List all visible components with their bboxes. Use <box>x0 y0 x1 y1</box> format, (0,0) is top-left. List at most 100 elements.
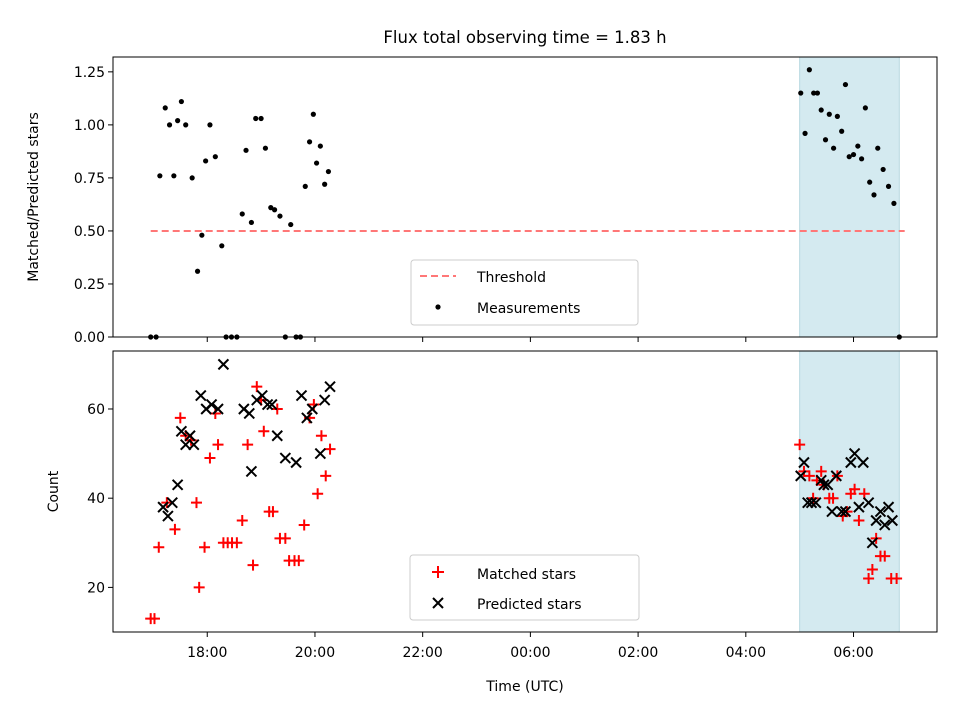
x-tick-label: 06:00 <box>833 645 873 661</box>
predicted-star-point <box>866 537 879 549</box>
legend-matched-swatch <box>432 566 444 578</box>
ratio-legend: Threshold Measurements <box>410 259 639 326</box>
matched-star-point <box>169 523 181 535</box>
matched-star-point <box>315 430 327 442</box>
ratio-panel-highlight <box>799 56 900 338</box>
measurement-point <box>212 154 218 160</box>
matched-star-point <box>803 470 815 482</box>
x-axis-label: Time (UTC) <box>485 679 563 695</box>
count-panel-frame <box>112 350 938 633</box>
matched-star-point <box>236 514 248 526</box>
measurement-point <box>814 90 821 96</box>
ratio-legend-box <box>410 259 639 326</box>
predicted-star-point <box>882 501 895 513</box>
predicted-star-point <box>212 403 224 415</box>
ratio-y-tick-label: 0.50 <box>74 224 105 240</box>
predicted-star-point <box>830 470 842 482</box>
matched-star-point <box>193 581 205 593</box>
legend-measurements-swatch <box>435 304 441 310</box>
ratio-y-tick-label: 0.00 <box>74 330 105 346</box>
predicted-star-point <box>839 505 852 518</box>
measurement-point <box>262 145 269 151</box>
measurement-point <box>875 145 881 151</box>
x-tick-label: 20:00 <box>295 645 335 661</box>
matched-star-point <box>190 497 202 509</box>
matched-star-point <box>841 506 853 518</box>
measurement-point <box>189 175 195 181</box>
predicted-star-point <box>157 501 169 513</box>
ratio-y-ticks: 0.00 0.25 0.50 0.75 1.00 1.25 <box>74 65 113 346</box>
measurement-point <box>822 137 829 143</box>
matched-star-point <box>153 541 165 553</box>
count-legend-box <box>409 554 640 621</box>
predicted-star-point <box>874 505 887 518</box>
measurement-point <box>891 200 897 206</box>
predicted-star-point <box>261 398 274 411</box>
x-tick-label: 00:00 <box>510 645 550 661</box>
x-tick-label: 22:00 <box>402 645 442 661</box>
measurement-point <box>310 111 316 117</box>
predicted-star-point <box>162 510 174 522</box>
measurement-point <box>322 181 328 187</box>
predicted-star-point <box>217 358 230 371</box>
predicted-star-point <box>271 430 283 442</box>
matched-star-point <box>293 555 305 567</box>
ratio-panel-frame <box>112 56 938 338</box>
predicted-star-point <box>879 519 891 531</box>
measurement-point <box>798 90 804 96</box>
matched-star-point <box>247 559 259 571</box>
ratio-y-tick-label: 1.00 <box>74 118 105 134</box>
predicted-star-point <box>886 514 899 527</box>
chart-title: Flux total observing time = 1.83 h <box>383 28 666 47</box>
predicted-star-point <box>205 398 218 411</box>
measurement-point <box>248 219 255 226</box>
matched-star-point <box>148 613 160 625</box>
measurement-point <box>830 145 837 151</box>
predicted-star-point <box>266 398 278 411</box>
measurement-point <box>288 221 294 228</box>
predicted-star-point <box>835 505 848 518</box>
matched-star-point <box>174 412 186 424</box>
predicted-stars-points <box>157 358 899 549</box>
count-y-tick-label: 20 <box>87 580 105 596</box>
matched-star-point <box>267 506 279 518</box>
predicted-star-point <box>798 456 810 469</box>
predicted-star-point <box>184 430 196 442</box>
predicted-star-point <box>826 505 838 518</box>
measurement-point <box>842 81 849 88</box>
ratio-y-axis-label: Matched/Predicted stars <box>26 112 42 282</box>
predicted-star-point <box>188 438 200 451</box>
measurement-point <box>277 213 283 219</box>
measurement-point <box>306 139 313 145</box>
measurement-point <box>162 105 168 111</box>
predicted-star-point <box>795 470 807 482</box>
predicted-star-point <box>171 479 184 491</box>
predicted-star-point <box>306 403 318 415</box>
measurement-point <box>802 130 808 136</box>
predicted-star-point <box>279 452 292 464</box>
measurement-point <box>219 243 225 249</box>
measurement-point <box>239 211 245 217</box>
predicted-star-point <box>821 479 834 491</box>
count-y-tick-label: 60 <box>87 402 105 418</box>
matched-star-point <box>204 452 216 464</box>
count-y-axis-label: Count <box>46 470 62 512</box>
matched-star-point <box>863 572 875 584</box>
measurement-point <box>885 183 892 189</box>
predicted-star-point <box>290 456 302 469</box>
matched-star-point <box>199 541 211 553</box>
measurement-point <box>258 115 264 122</box>
measurement-point <box>859 156 865 162</box>
measurement-point <box>871 192 877 198</box>
measurement-point <box>862 105 868 111</box>
matched-star-point <box>891 572 903 584</box>
measurement-point <box>325 168 332 175</box>
measurement-point <box>203 158 209 164</box>
legend-threshold-label: Threshold <box>476 270 546 286</box>
legend-matched-label: Matched stars <box>477 567 576 583</box>
measurement-point <box>850 151 857 158</box>
x-tick-label: 02:00 <box>618 645 658 661</box>
predicted-star-point <box>175 425 188 437</box>
predicted-star-point <box>857 456 869 469</box>
predicted-star-point <box>195 389 207 402</box>
